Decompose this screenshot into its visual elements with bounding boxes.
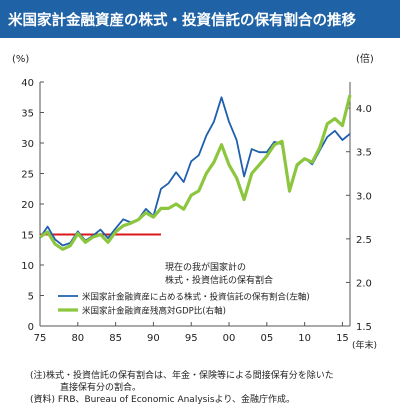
left-tick-label: 35 [21, 109, 34, 120]
source-line: (資料) FRB、Bureau of Economic Analysisより、金… [30, 395, 295, 405]
right-tick-label: 2.0 [356, 278, 372, 289]
left-tick-label: 15 [21, 231, 34, 242]
legend-label-2: 米国家計金融資産残高対GDP比(右軸) [82, 306, 226, 317]
footnotes: (注)株式・投資信託の保有割合は、年金・保険等による間接保有分を除いた 直接保有… [30, 370, 395, 406]
x-tick-label: 85 [109, 333, 122, 344]
title-bar: 米国家計金融資産の株式・投資信託の保有割合の推移 [0, 0, 400, 38]
left-tick-label: 10 [21, 261, 34, 272]
left-tick-label: 0 [28, 322, 34, 333]
x-axis-unit: (年末) [352, 339, 377, 351]
note-line-1: (注)株式・投資信託の保有割合は、年金・保険等による間接保有分を除いた [30, 371, 334, 381]
series-line-assets-gdp [39, 94, 352, 251]
x-tick-label: 15 [336, 333, 349, 344]
left-tick-label: 40 [21, 78, 34, 89]
chart-title: 米国家計金融資産の株式・投資信託の保有割合の推移 [8, 13, 356, 29]
x-tick-label: 90 [147, 333, 160, 344]
note-line-2: 直接保有分の割合。 [60, 383, 142, 393]
x-tick-label: 00 [223, 333, 236, 344]
x-tick-label: 05 [260, 333, 273, 344]
left-axis-unit: (%) [12, 54, 29, 65]
right-tick-label: 3.0 [356, 191, 372, 202]
right-axis-unit: (倍) [356, 52, 374, 65]
x-tick-label: 80 [71, 333, 84, 344]
right-tick-label: 4.0 [356, 104, 372, 115]
series-line-stock-share [39, 96, 351, 247]
right-tick-label: 1.5 [356, 322, 372, 333]
legend-label-1: 米国家計金融資産に占める株式・投資信託の保有割合(左軸) [82, 292, 310, 303]
reference-annotation: 現在の我が国家計の [165, 261, 246, 273]
left-tick-label: 25 [21, 170, 34, 181]
left-tick-label: 5 [28, 292, 34, 303]
left-tick-label: 30 [21, 139, 34, 150]
x-tick-label: 95 [185, 333, 198, 344]
reference-annotation: 株式・投資信託の保有割合 [165, 274, 273, 286]
x-tick-label: 75 [34, 333, 47, 344]
left-tick-label: 20 [21, 200, 34, 211]
right-tick-label: 2.5 [356, 235, 372, 246]
right-tick-label: 3.5 [356, 148, 372, 159]
x-tick-label: 10 [298, 333, 311, 344]
